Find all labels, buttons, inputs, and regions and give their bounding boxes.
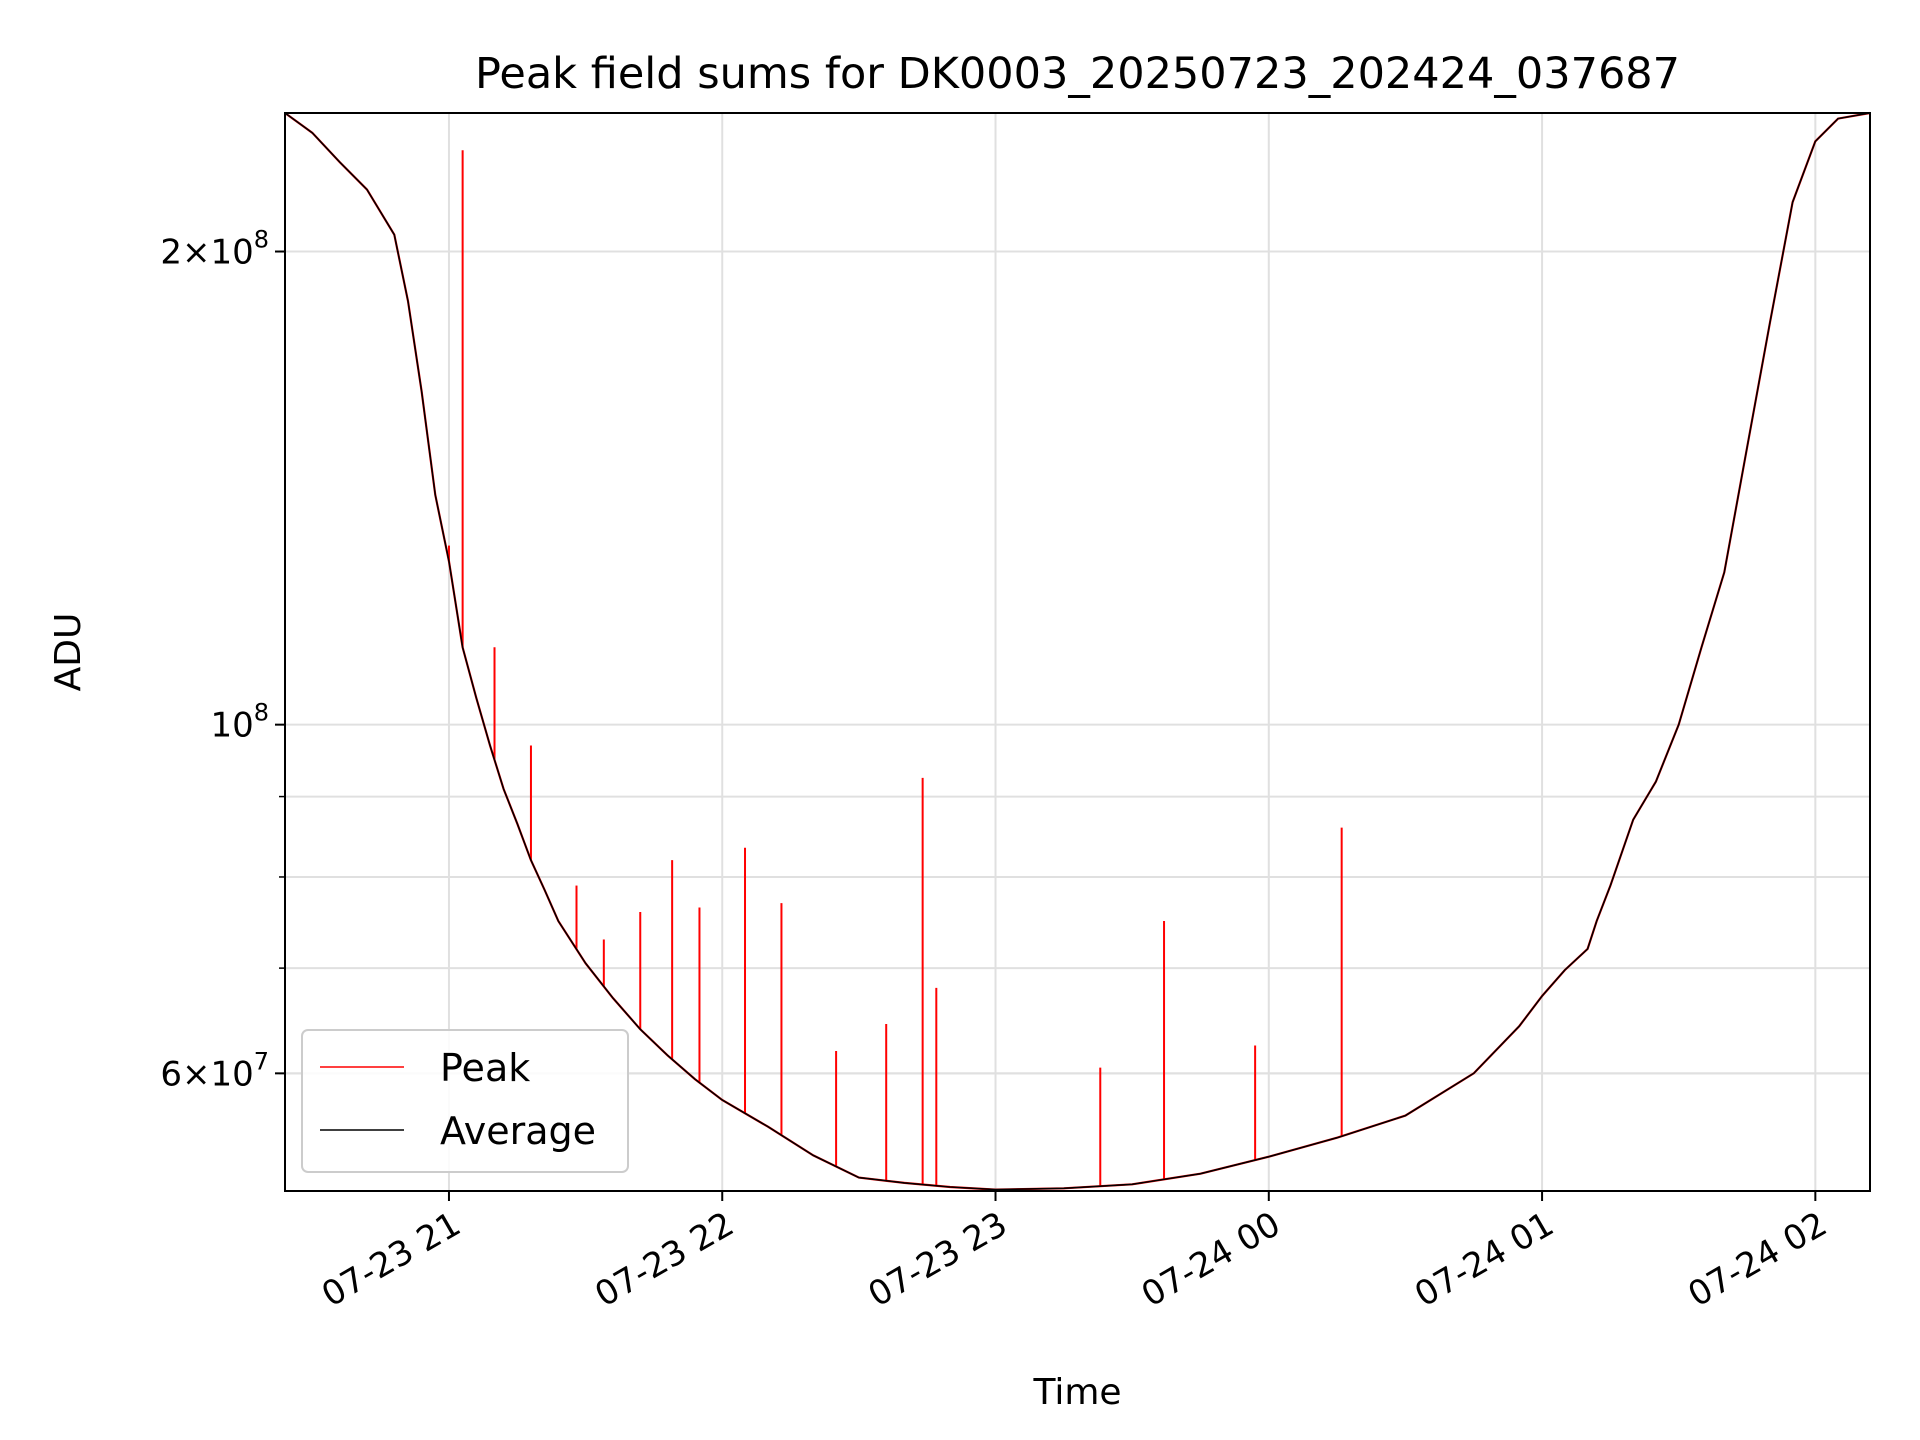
y-tick-label: 6×107	[160, 1047, 269, 1094]
x-tick-label: 07-24 00	[1135, 1204, 1287, 1315]
average-series-line	[284, 112, 1871, 1191]
y-tick-label: 108	[210, 699, 269, 746]
x-tick-label: 07-23 21	[315, 1204, 467, 1315]
x-tick-label: 07-23 23	[862, 1204, 1014, 1315]
x-tick-label: 07-23 22	[588, 1204, 740, 1315]
y-tick-label: 2×108	[160, 226, 269, 273]
x-tick-label: 07-24 01	[1408, 1204, 1560, 1315]
x-tick-label: 07-24 02	[1681, 1204, 1833, 1315]
x-axis-label: Time	[1032, 1372, 1121, 1413]
legend-peak-label: Peak	[440, 1046, 530, 1090]
legend-average-label: Average	[440, 1109, 596, 1153]
chart-title: Peak field sums for DK0003_20250723_2024…	[475, 49, 1680, 99]
peak-series-line	[284, 111, 1871, 1191]
legend-box	[301, 1029, 629, 1173]
plot-area-frame	[284, 112, 1871, 1192]
legend: Peak Average	[301, 1029, 629, 1173]
y-axis-label: ADU	[48, 613, 89, 692]
series-layer	[284, 111, 1871, 1191]
